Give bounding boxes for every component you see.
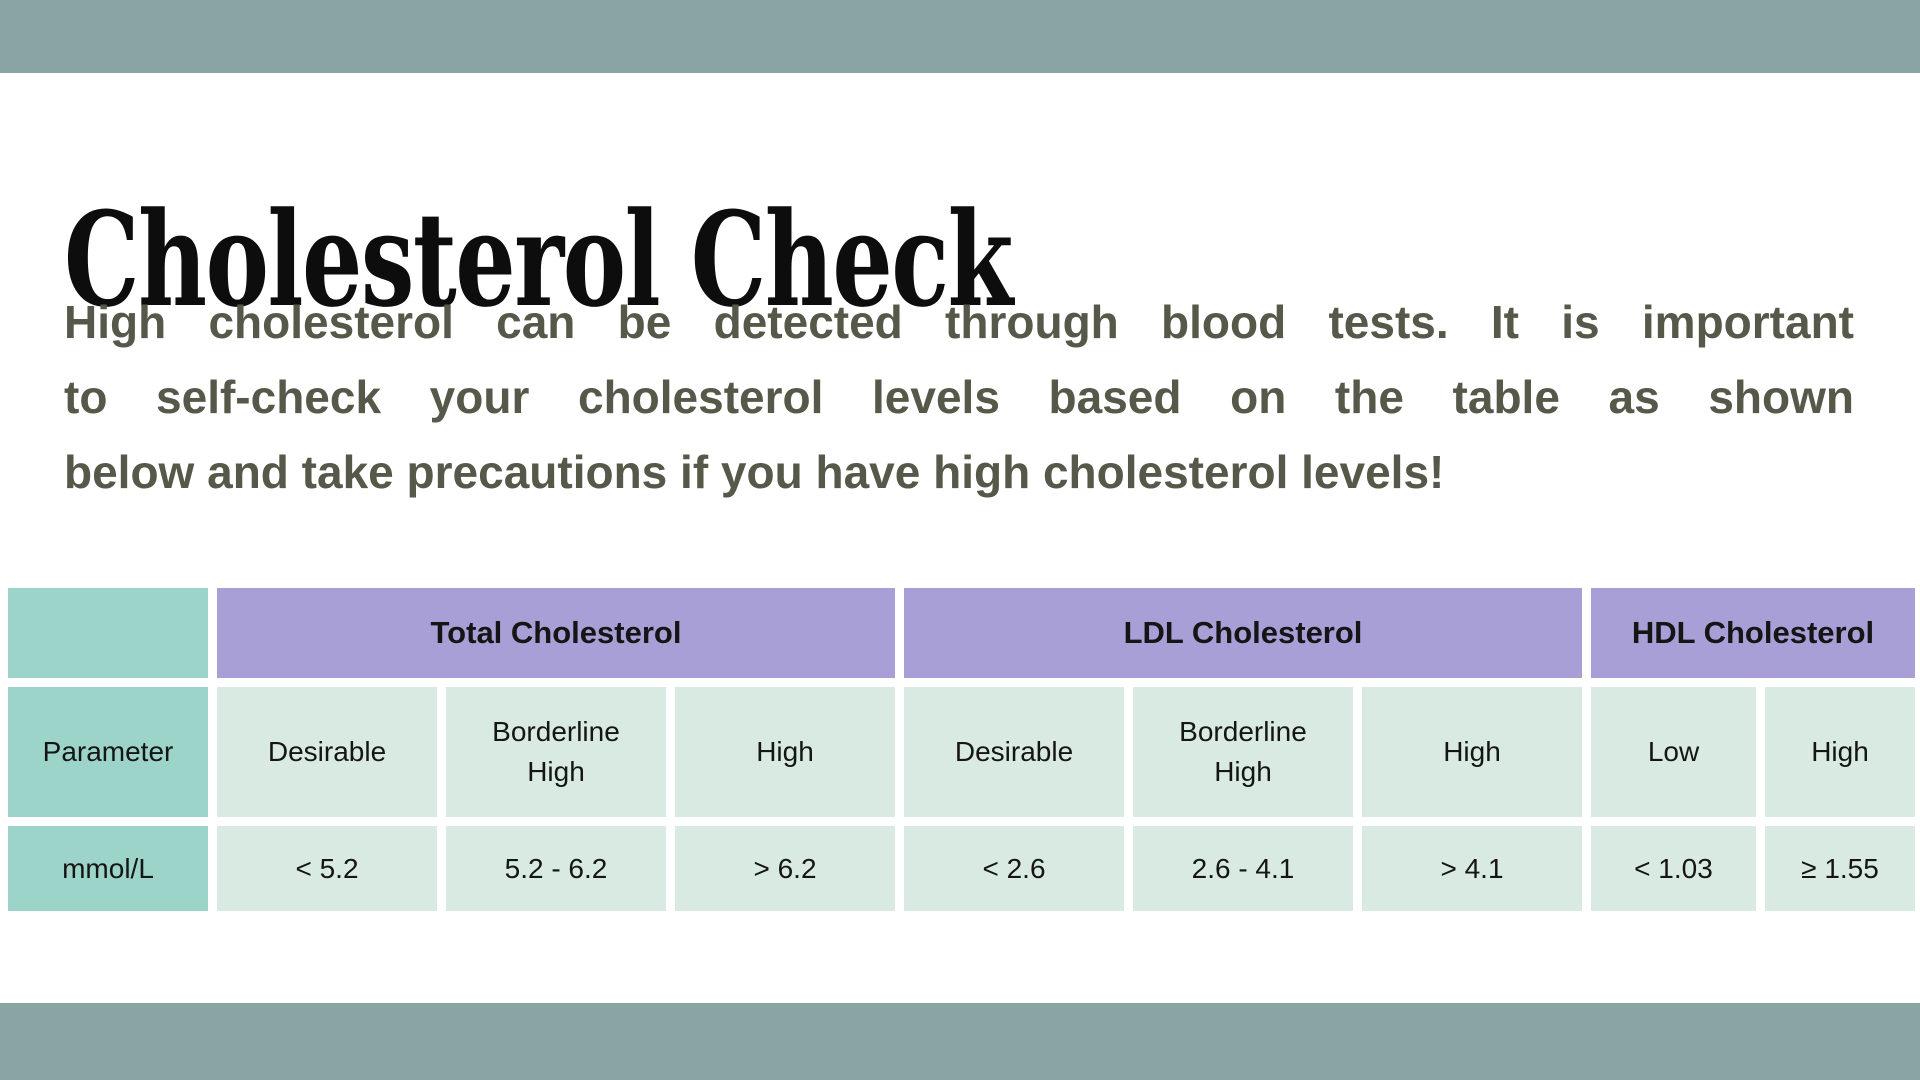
group-header-total-cholesterol: Total Cholesterol (217, 588, 895, 678)
column-header-cell: High (1765, 687, 1915, 817)
row-header-unit: mmol/L (8, 826, 208, 911)
value-cell: ≥ 1.55 (1765, 826, 1915, 911)
value-cell: 5.2 - 6.2 (446, 826, 666, 911)
value-cell: < 1.03 (1591, 826, 1756, 911)
column-header-cell: Desirable (217, 687, 437, 817)
value-cell: 2.6 - 4.1 (1133, 826, 1353, 911)
cholesterol-table: Total Cholesterol LDL Cholesterol HDL Ch… (8, 588, 1915, 911)
top-decorative-band (0, 0, 1920, 73)
row-header-parameter: Parameter (8, 687, 208, 817)
intro-line: High cholesterol can be detected through… (64, 296, 1854, 348)
value-cell: > 6.2 (675, 826, 895, 911)
column-header-cell: Borderline High (1133, 687, 1353, 817)
column-header-cell: Borderline High (446, 687, 666, 817)
column-header-cell: High (1362, 687, 1582, 817)
group-header-ldl-cholesterol: LDL Cholesterol (904, 588, 1582, 678)
intro-paragraph: High cholesterol can be detected through… (64, 285, 1854, 510)
page-title: Cholesterol Check (64, 183, 1013, 337)
column-header-cell: Desirable (904, 687, 1124, 817)
value-cell: < 5.2 (217, 826, 437, 911)
group-header-hdl-cholesterol: HDL Cholesterol (1591, 588, 1915, 678)
value-cell: < 2.6 (904, 826, 1124, 911)
column-header-cell: High (675, 687, 895, 817)
column-header-cell: Low (1591, 687, 1756, 817)
bottom-decorative-band (0, 1003, 1920, 1080)
value-cell: > 4.1 (1362, 826, 1582, 911)
intro-line: below and take precautions if you have h… (64, 446, 1445, 498)
table-corner-cell (8, 588, 208, 678)
intro-line: to self-check your cholesterol levels ba… (64, 371, 1854, 423)
